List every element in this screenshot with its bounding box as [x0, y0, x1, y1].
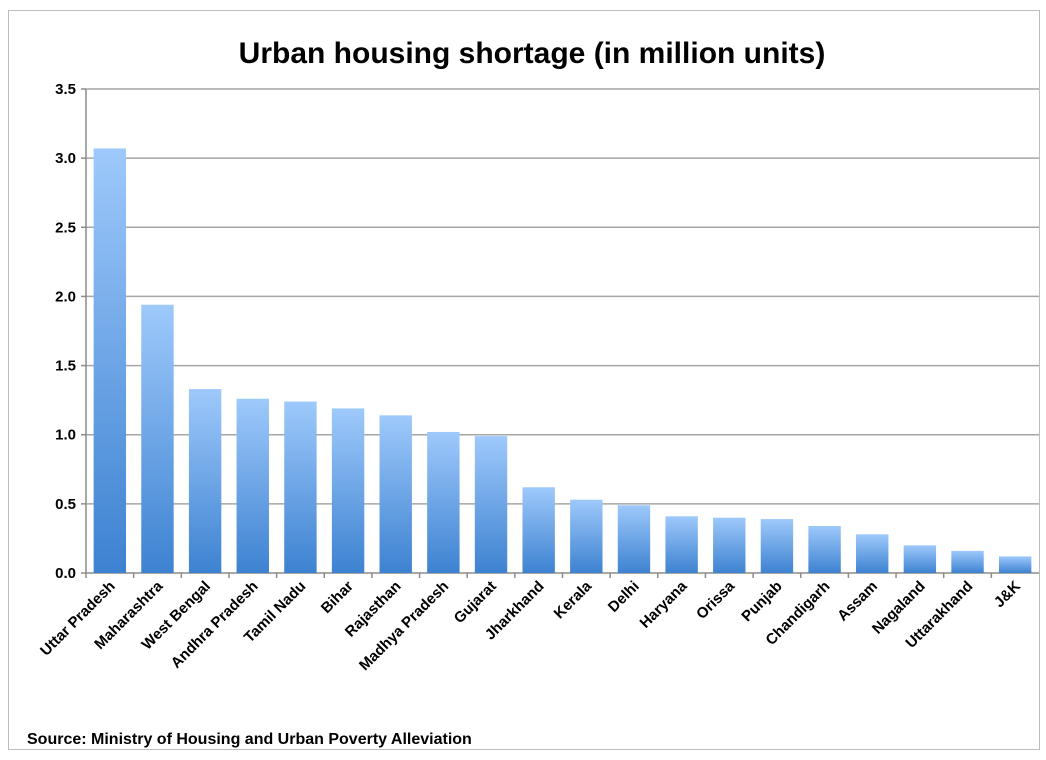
bar-orissa — [713, 517, 746, 573]
gridlines — [81, 88, 1039, 574]
y-axis-ticks: 0.0 0.5 1.0 1.5 2.0 2.5 3.0 3.5 — [55, 81, 76, 582]
x-tick-label: Delhi — [605, 578, 643, 616]
x-tick-label: Assam — [834, 578, 881, 625]
x-tick-label: J&K — [991, 578, 1024, 611]
bar-gujarat — [474, 436, 508, 573]
source-note: Source: Ministry of Housing and Urban Po… — [27, 731, 472, 748]
y-tick-label: 0.0 — [55, 565, 76, 582]
x-tick-label: Haryana — [637, 577, 691, 631]
bar-j-k — [998, 556, 1032, 573]
y-tick-label: 2.0 — [55, 288, 76, 305]
x-tick-label: Orissa — [693, 577, 739, 623]
x-tick-label: Andhra Pradesh — [168, 578, 262, 672]
bars — [93, 148, 1032, 573]
bar-assam — [856, 534, 889, 573]
bar-uttarakhand — [951, 550, 984, 573]
bar-punjab — [760, 519, 794, 573]
bar-west-bengal — [188, 389, 222, 573]
bar-bihar — [331, 408, 365, 573]
bar-rajasthan — [379, 415, 412, 573]
y-tick-label: 0.5 — [55, 496, 76, 513]
bar-nagaland — [903, 545, 937, 573]
x-tick-label: Madhya Pradesh — [356, 578, 452, 674]
bar-chandigarh — [808, 525, 841, 573]
y-tick-label: 1.5 — [55, 358, 76, 375]
y-tick-label: 1.0 — [55, 427, 76, 444]
bar-uttar-pradesh — [93, 148, 127, 573]
y-tick-label: 3.0 — [55, 150, 76, 167]
y-tick-label: 3.5 — [55, 81, 76, 98]
bar-madhya-pradesh — [427, 431, 460, 573]
bar-jharkhand — [522, 487, 555, 573]
bar-maharashtra — [141, 304, 174, 573]
bar-kerala — [570, 499, 603, 573]
bar-haryana — [665, 516, 698, 573]
x-tick-label: Punjab — [738, 578, 785, 625]
bar-chart: Urban housing shortage (in million units… — [27, 37, 1039, 748]
chart-frame: Urban housing shortage (in million units… — [8, 10, 1040, 750]
bar-andhra-pradesh — [236, 398, 269, 573]
bar-tamil-nadu — [284, 401, 317, 573]
y-tick-label: 2.5 — [55, 219, 76, 236]
x-tick-label: Bihar — [318, 578, 357, 617]
chart-title: Urban housing shortage (in million units… — [239, 37, 826, 70]
x-tick-label: Kerala — [551, 577, 596, 622]
bar-delhi — [617, 505, 651, 573]
